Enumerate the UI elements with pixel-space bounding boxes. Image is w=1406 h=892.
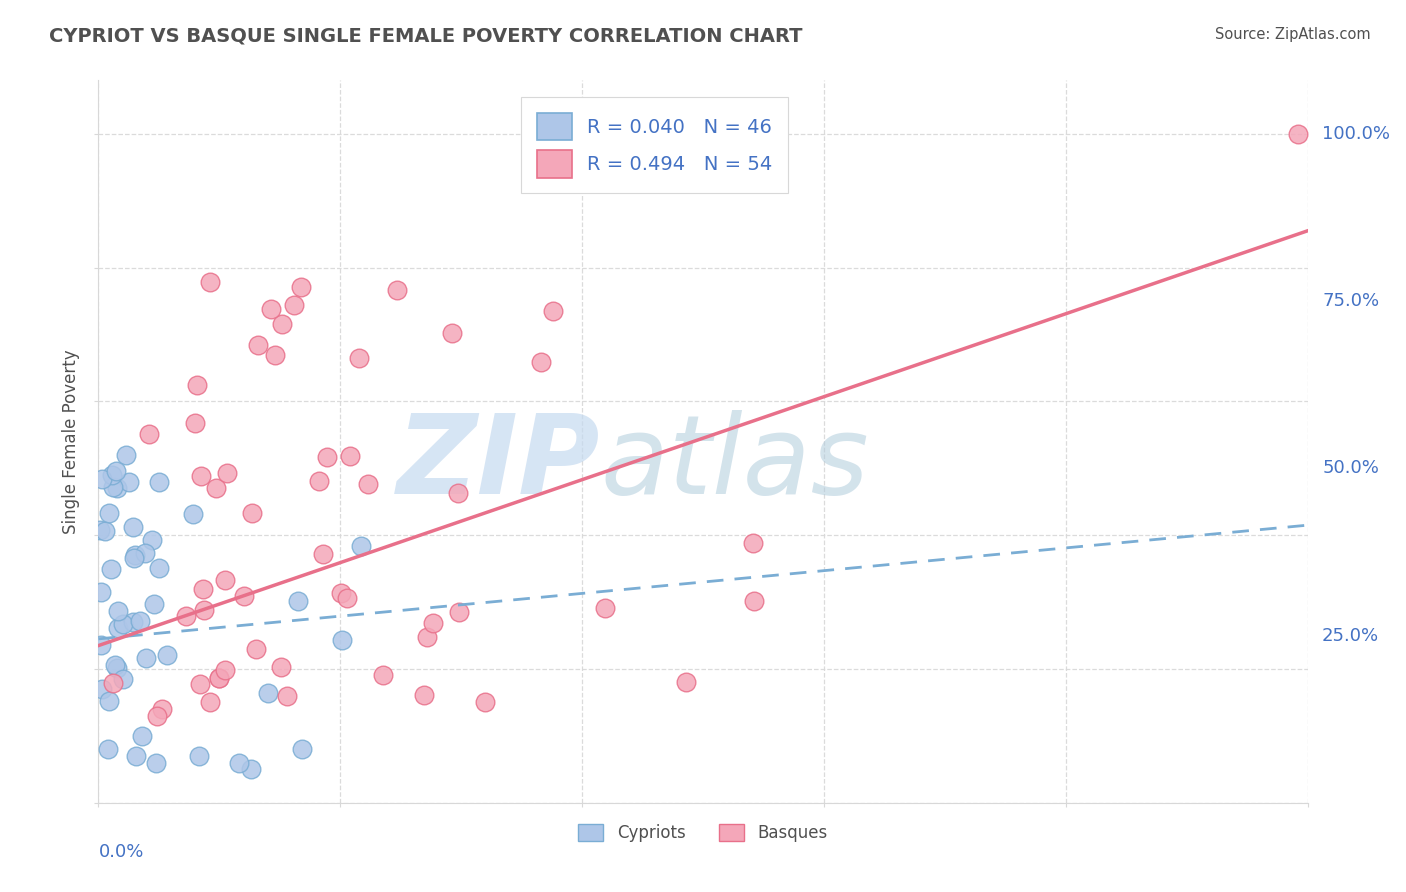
Point [183, 416, 205, 430]
Text: ZIP: ZIP [396, 409, 600, 516]
Point [276, 689, 298, 703]
Point [101, 675, 124, 690]
Point [270, 318, 292, 332]
Point [90, 682, 112, 697]
Point [593, 601, 616, 615]
Point [742, 593, 765, 607]
Point [193, 603, 215, 617]
Point [215, 467, 238, 481]
Point [107, 604, 129, 618]
Point [413, 689, 436, 703]
Point [330, 586, 353, 600]
Text: CYPRIOT VS BASQUE SINGLE FEMALE POVERTY CORRELATION CHART: CYPRIOT VS BASQUE SINGLE FEMALE POVERTY … [49, 27, 803, 45]
Point [315, 450, 337, 464]
Point [339, 450, 361, 464]
Point [441, 326, 464, 340]
Point [93, 524, 115, 539]
Text: 100.0%: 100.0% [1322, 125, 1391, 143]
Point [290, 280, 312, 294]
Point [416, 630, 439, 644]
Point [122, 551, 145, 566]
Point [387, 283, 409, 297]
Point [257, 686, 280, 700]
Point [101, 467, 124, 482]
Point [128, 614, 150, 628]
Point [142, 597, 165, 611]
Point [124, 749, 146, 764]
Point [101, 480, 124, 494]
Point [741, 536, 763, 550]
Point [186, 377, 208, 392]
Point [188, 677, 211, 691]
Point [240, 506, 263, 520]
Text: 25.0%: 25.0% [1322, 626, 1379, 645]
Point [287, 594, 309, 608]
Point [89, 523, 111, 537]
Point [260, 302, 283, 317]
Point [174, 608, 197, 623]
Point [208, 671, 231, 685]
Text: 75.0%: 75.0% [1322, 292, 1379, 310]
Point [541, 304, 564, 318]
Point [90, 638, 112, 652]
Point [228, 756, 250, 770]
Point [205, 481, 228, 495]
Point [104, 464, 127, 478]
Point [107, 621, 129, 635]
Point [97, 506, 120, 520]
Point [357, 477, 380, 491]
Point [330, 632, 353, 647]
Point [474, 696, 496, 710]
Text: atlas: atlas [600, 409, 869, 516]
Point [449, 605, 471, 619]
Point [263, 348, 285, 362]
Point [308, 474, 330, 488]
Point [104, 657, 127, 672]
Point [111, 617, 134, 632]
Point [208, 671, 231, 685]
Point [233, 590, 256, 604]
Point [145, 756, 167, 770]
Point [122, 615, 145, 630]
Point [529, 355, 551, 369]
Point [134, 546, 156, 560]
Point [447, 486, 470, 500]
Y-axis label: Single Female Poverty: Single Female Poverty [62, 350, 80, 533]
Point [141, 533, 163, 547]
Point [131, 729, 153, 743]
Point [112, 673, 135, 687]
Point [198, 695, 221, 709]
Point [422, 616, 444, 631]
Point [100, 562, 122, 576]
Point [270, 660, 292, 674]
Point [97, 742, 120, 756]
Point [148, 475, 170, 489]
Point [214, 664, 236, 678]
Point [181, 507, 204, 521]
Point [214, 573, 236, 587]
Point [135, 651, 157, 665]
Point [193, 582, 215, 596]
Point [336, 591, 359, 605]
Point [1286, 127, 1309, 141]
Point [89, 584, 111, 599]
Point [188, 749, 211, 764]
Point [291, 742, 314, 756]
Text: 50.0%: 50.0% [1322, 459, 1379, 477]
Point [247, 338, 270, 352]
Point [245, 642, 267, 657]
Point [97, 693, 120, 707]
Point [122, 520, 145, 534]
Point [105, 482, 128, 496]
Point [115, 448, 138, 462]
Point [118, 475, 141, 489]
Point [148, 561, 170, 575]
Point [156, 648, 179, 662]
Point [198, 275, 221, 289]
Point [350, 539, 373, 553]
Point [312, 547, 335, 561]
Point [145, 708, 167, 723]
Point [105, 661, 128, 675]
Point [150, 702, 173, 716]
